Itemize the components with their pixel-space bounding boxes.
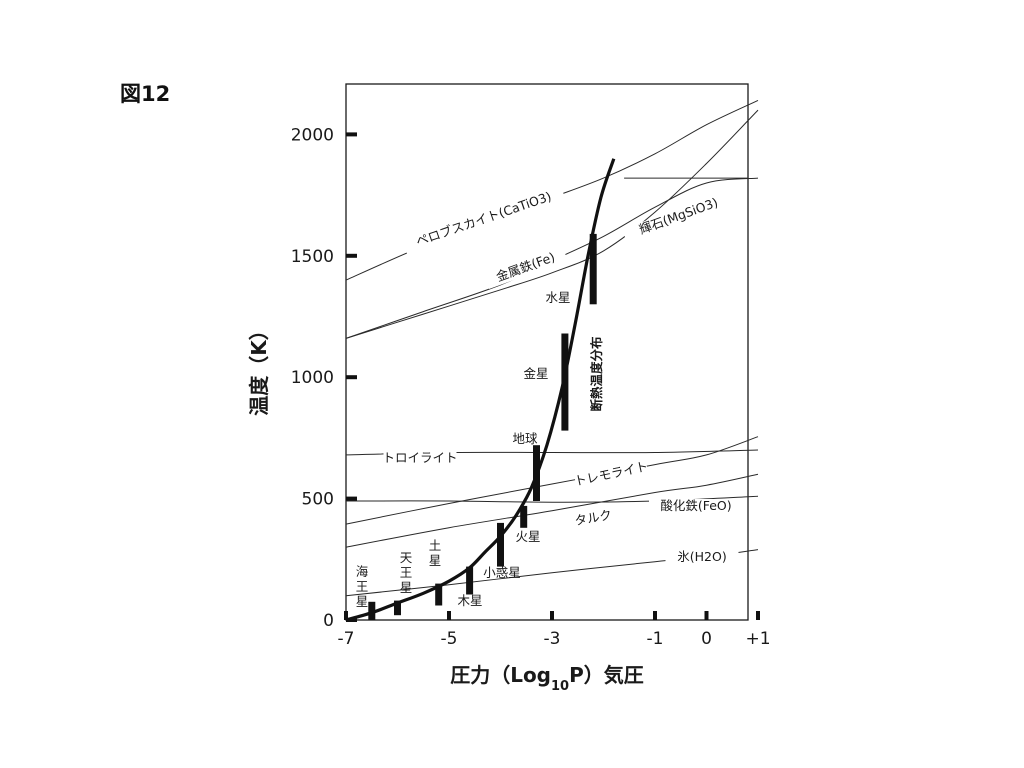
perovskite-label-group: ペロブスカイト(CaTiO3) [402,185,566,255]
plot-frame [345,83,749,621]
talc-curve [345,473,759,548]
x-tick-mark [550,611,554,620]
adiabat-label-group: 断熱温度分布 [589,336,604,412]
figure-label: 図12 [120,82,171,106]
x-tick-label: +1 [745,629,770,649]
x-tick-mark [704,611,709,620]
label-background [571,507,616,530]
planet-bar [561,333,569,431]
axis-ticks: 0 500 1000 1500 2000 -7 -5 -3 -1 0 +1 [291,125,771,649]
y-tick-label: 1000 [291,368,334,388]
perovskite-label: ペロブスカイト(CaTiO3) [414,189,553,249]
y-tick-mark [346,618,357,622]
planet-label: 天王星 [400,550,413,595]
label-background [649,499,743,514]
x-axis-title: 圧力（Log10P）気圧 [450,663,644,694]
planet-bar [368,601,376,620]
label-background [484,246,568,290]
y-tick-mark [346,132,357,137]
adiabat-curve [345,158,616,622]
x-tick-label: 0 [701,629,712,649]
tremolite-label: トレモライト [573,458,649,488]
planet-label: 海王星 [356,564,369,609]
x-tick-label: -3 [544,629,561,649]
label-background [665,550,739,565]
planet-ranges [368,233,597,620]
planet-bar [435,583,443,606]
planet-label: 火星 [515,529,540,544]
planet-label: 小惑星 [483,565,521,580]
planet-bar [520,505,528,528]
planet-bar [466,566,474,595]
planet-bar [497,522,504,567]
planet-label: 地球 [512,431,538,446]
pyroxene-label: 輝石(MgSiO3) [637,195,720,237]
planet-bar [394,600,401,616]
x-tick-mark [653,611,657,620]
y-tick-label: 1500 [291,247,334,267]
planet-label: 金星 [523,366,548,381]
y-axis-title: 温度（K） [247,320,271,416]
x-tick-label: -5 [441,629,458,649]
talc-label-group: タルク [571,507,616,530]
talc-label: タルク [573,507,613,528]
ice-label: 氷(H2O) [677,549,726,564]
planet-label: 土星 [429,538,442,568]
y-tick-mark [346,496,357,501]
x-tick-label: -7 [338,629,355,649]
planet-label: 木星 [457,593,482,608]
y-tick-label: 2000 [291,125,334,145]
y-tick-label: 0 [323,611,334,631]
ferrous-oxide-label: 酸化鉄(FeO) [660,498,731,513]
label-background [383,451,457,466]
y-tick-mark [346,253,357,258]
planet-label: 水星 [545,290,570,305]
label-background [574,459,649,490]
adiabat-group [345,158,616,622]
ice-label-group: 氷(H2O) [665,549,739,565]
label-background [622,189,736,244]
x-tick-label: -1 [647,629,664,649]
iron-label-group: 金属鉄(Fe) [484,246,568,290]
label-background [402,185,566,255]
y-tick-mark [346,375,357,380]
x-tick-mark [447,611,451,620]
pyroxene-curve [345,109,759,339]
ferrous-oxide-label-group: 酸化鉄(FeO) [649,498,743,514]
adiabat-label: 断熱温度分布 [589,336,604,412]
planet-bar [533,445,540,501]
condensation-curves [345,99,759,597]
y-tick-label: 500 [302,490,334,510]
planet-bar [589,233,597,305]
troilite-label: トロイライト [382,450,457,465]
tremolite-label-group: トレモライト [573,458,649,490]
troilite-label-group: トロイライト [382,450,458,466]
x-tick-mark [344,611,348,620]
x-tick-mark [756,611,760,620]
